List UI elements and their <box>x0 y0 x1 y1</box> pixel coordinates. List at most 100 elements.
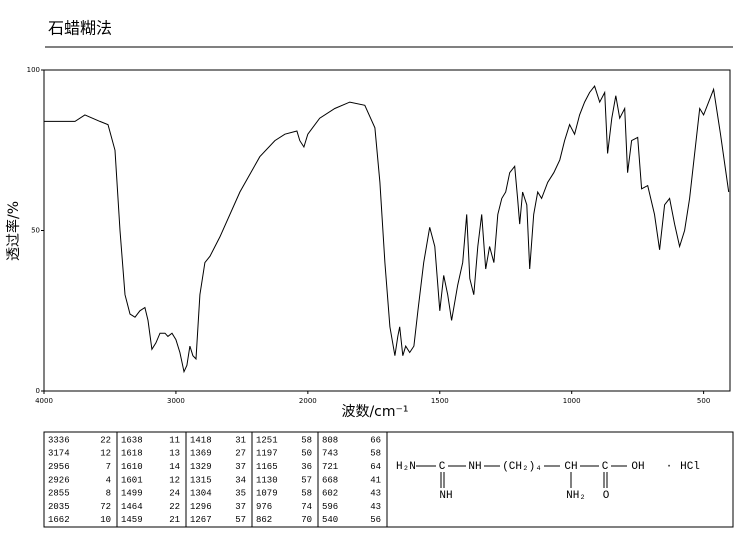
peak-transmittance: 11 <box>169 435 180 445</box>
peak-wavenumber: 2855 <box>48 489 70 499</box>
peak-wavenumber: 1618 <box>121 449 143 459</box>
peak-wavenumber: 1130 <box>256 475 278 485</box>
peak-transmittance: 58 <box>301 435 312 445</box>
peak-wavenumber: 1165 <box>256 462 278 472</box>
x-tick-label: 500 <box>697 397 710 405</box>
peak-transmittance: 10 <box>100 515 111 525</box>
peak-transmittance: 43 <box>370 502 381 512</box>
peak-transmittance: 22 <box>100 435 111 445</box>
x-tick-label: 1000 <box>563 397 581 405</box>
peak-wavenumber: 1251 <box>256 435 278 445</box>
x-tick-label: 4000 <box>35 397 53 405</box>
peak-wavenumber: 1464 <box>121 502 143 512</box>
structure-label: HCl <box>680 461 700 473</box>
peak-transmittance: 70 <box>301 515 312 525</box>
peak-wavenumber: 808 <box>322 435 338 445</box>
spectrum-line <box>44 85 730 374</box>
peak-transmittance: 13 <box>169 449 180 459</box>
peak-wavenumber: 1267 <box>190 515 212 525</box>
plot-frame <box>43 69 731 392</box>
peak-transmittance: 72 <box>100 502 111 512</box>
peak-transmittance: 21 <box>169 515 180 525</box>
peak-transmittance: 56 <box>370 515 381 525</box>
y-axis-label: 透过率/% <box>5 201 22 261</box>
structure-label: (CH₂)₄ <box>502 461 542 473</box>
peak-wavenumber: 1499 <box>121 489 143 499</box>
peak-wavenumber: 1315 <box>190 475 212 485</box>
x-tick-label: 3000 <box>167 397 185 405</box>
peak-transmittance: 57 <box>235 515 246 525</box>
structure-label: NH₂ <box>566 490 586 502</box>
peak-transmittance: 41 <box>370 475 381 485</box>
peak-wavenumber: 2956 <box>48 462 70 472</box>
peak-wavenumber: 596 <box>322 502 338 512</box>
peak-wavenumber: 2035 <box>48 502 70 512</box>
peak-transmittance: 50 <box>301 449 312 459</box>
peak-transmittance: 66 <box>370 435 381 445</box>
peak-transmittance: 34 <box>235 475 246 485</box>
peak-transmittance: 37 <box>235 502 246 512</box>
peak-transmittance: 31 <box>235 435 246 445</box>
structure-bonds <box>416 465 627 488</box>
peak-transmittance: 8 <box>106 489 111 499</box>
x-axis-label: 波数/cm⁻¹ <box>341 404 408 420</box>
peak-transmittance: 36 <box>301 462 312 472</box>
peak-transmittance: 64 <box>370 462 381 472</box>
peak-wavenumber: 540 <box>322 515 338 525</box>
peak-transmittance: 4 <box>106 475 111 485</box>
peak-transmittance: 22 <box>169 502 180 512</box>
peak-wavenumber: 721 <box>322 462 338 472</box>
peak-wavenumber: 1418 <box>190 435 212 445</box>
peak-transmittance: 24 <box>169 489 180 499</box>
peak-wavenumber: 1296 <box>190 502 212 512</box>
structure-label: CH <box>564 461 577 473</box>
peak-transmittance: 14 <box>169 462 180 472</box>
peak-transmittance: 43 <box>370 489 381 499</box>
peak-wavenumber: 976 <box>256 502 272 512</box>
peak-wavenumber: 1610 <box>121 462 143 472</box>
peak-wavenumber: 1459 <box>121 515 143 525</box>
peak-wavenumber: 3174 <box>48 449 70 459</box>
peak-wavenumber: 743 <box>322 449 338 459</box>
peak-transmittance: 37 <box>235 462 246 472</box>
peak-transmittance: 12 <box>100 449 111 459</box>
peak-wavenumber: 3336 <box>48 435 70 445</box>
peak-transmittance: 7 <box>106 462 111 472</box>
peak-wavenumber: 1369 <box>190 449 212 459</box>
structure-label: OH <box>631 461 644 473</box>
peak-wavenumber: 2926 <box>48 475 70 485</box>
structure-label: O <box>603 490 610 502</box>
peak-transmittance: 57 <box>301 475 312 485</box>
x-tick-label: 2000 <box>299 397 317 405</box>
structure-label: H₂N <box>396 461 416 473</box>
structure-label: · <box>666 461 673 473</box>
structure-label: C <box>439 461 446 473</box>
y-tick-label: 50 <box>31 227 40 235</box>
structure-label: C <box>602 461 609 473</box>
page-title: 石蜡糊法 <box>48 19 112 38</box>
peak-wavenumber: 1662 <box>48 515 70 525</box>
peak-wavenumber: 602 <box>322 489 338 499</box>
y-tick-label: 100 <box>27 66 40 74</box>
peak-wavenumber: 1638 <box>121 435 143 445</box>
peak-wavenumber: 668 <box>322 475 338 485</box>
peak-wavenumber: 1197 <box>256 449 278 459</box>
peak-transmittance: 74 <box>301 502 312 512</box>
structure-label: NH <box>468 461 481 473</box>
peak-transmittance: 12 <box>169 475 180 485</box>
peak-transmittance: 58 <box>301 489 312 499</box>
structure-label: NH <box>439 490 452 502</box>
peak-wavenumber: 1079 <box>256 489 278 499</box>
peak-wavenumber: 1329 <box>190 462 212 472</box>
table-frame <box>43 431 734 528</box>
peak-wavenumber: 1601 <box>121 475 143 485</box>
peak-wavenumber: 862 <box>256 515 272 525</box>
x-tick-label: 1500 <box>431 397 449 405</box>
peak-transmittance: 27 <box>235 449 246 459</box>
peak-transmittance: 35 <box>235 489 246 499</box>
y-tick-label: 0 <box>36 387 40 395</box>
peak-transmittance: 58 <box>370 449 381 459</box>
peak-wavenumber: 1304 <box>190 489 212 499</box>
